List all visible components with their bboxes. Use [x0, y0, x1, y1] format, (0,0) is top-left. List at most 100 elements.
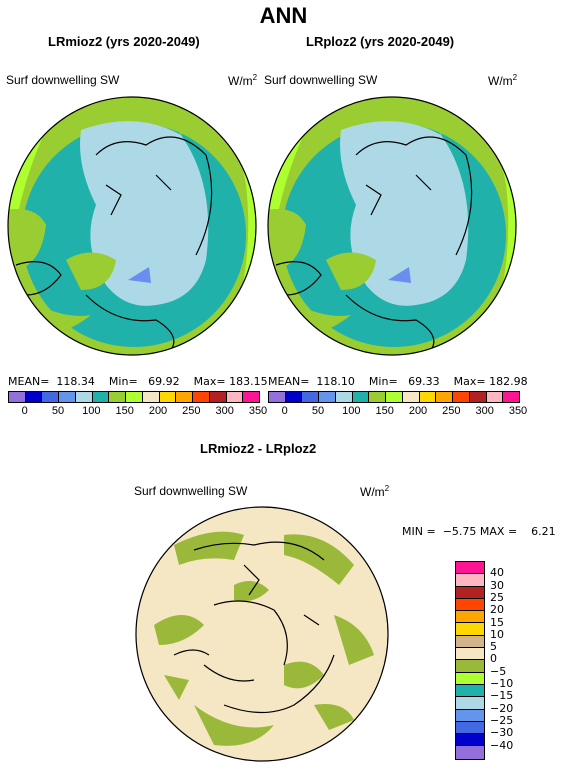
colorbar-tick-label: 0 — [281, 405, 288, 417]
colorbar-tick-label: 150 — [375, 405, 394, 417]
colorbar-swatch — [456, 672, 484, 685]
colorbar-swatch — [92, 392, 110, 402]
colorbar-swatch — [352, 392, 370, 402]
panel1-mean: 118.34 — [56, 375, 95, 388]
colorbar-swatch — [456, 635, 484, 649]
map-coastlines — [15, 136, 213, 351]
colorbar-tick-label: −10 — [490, 677, 514, 690]
main-title: ANN — [259, 3, 308, 28]
colorbar-swatch — [269, 392, 286, 402]
panel1-title: LRmioz2 (yrs 2020-2049) — [48, 34, 200, 49]
colorbar-tick-label: 350 — [248, 405, 268, 417]
colorbar-swatch — [319, 392, 336, 402]
colorbar-swatch — [436, 392, 454, 402]
colorbar-tick-label: 100 — [342, 405, 361, 417]
colorbar-tick-label: 300 — [475, 405, 494, 417]
colorbar-diff-labels: 40 30 25 20 15 10 5 0 −5 −10 −15 −20 −25 −30 −40 — [490, 561, 550, 761]
map-land-scandinavia — [8, 209, 46, 270]
panel2-min: 69.33 — [408, 375, 440, 388]
colorbar-tick-label: −30 — [490, 726, 514, 740]
colorbar-tick-label: 350 — [508, 405, 528, 417]
map-coastlines — [275, 136, 473, 351]
colorbar-swatch — [126, 392, 143, 402]
colorbar-tick-label: 50 — [51, 405, 65, 417]
panel1-variable-label: Surf downwelling SW — [6, 73, 120, 87]
colorbar-swatch — [226, 392, 244, 402]
colorbar-tick-label: −20 — [490, 701, 514, 715]
diff-stats: MIN = −5.75 MAX = 6.21 — [402, 525, 556, 538]
colorbar-swatch — [453, 392, 470, 402]
colorbar-swatch — [335, 392, 353, 402]
colorbar-tick-label: 200 — [408, 405, 428, 417]
colorbar-tick-label: −40 — [490, 738, 514, 752]
panel1-stats: MEAN= 118.34 Min= 69.92 Max= 183.15 — [8, 375, 268, 388]
colorbar-tick-label: 300 — [215, 405, 234, 417]
colorbar-tick-label: 50 — [311, 405, 325, 417]
polar-map-difference — [135, 506, 389, 762]
colorbar-swatch — [59, 392, 76, 402]
panel2-variable-label: Surf downwelling SW — [264, 73, 378, 87]
map-land-greenland — [326, 252, 376, 290]
colorbar-panel2-labels: 0 50 100 150 200 250 300 350 — [268, 405, 528, 419]
colorbar-swatch — [456, 709, 484, 722]
colorbar-panel2 — [268, 391, 520, 403]
colorbar-swatch — [419, 392, 437, 402]
colorbar-tick-label: 150 — [115, 405, 134, 417]
colorbar-swatch — [456, 574, 484, 587]
colorbar-swatch — [402, 392, 420, 402]
colorbar-tick-label: 250 — [442, 405, 461, 417]
diff-variable-label: Surf downwelling SW — [134, 484, 248, 498]
panel1-max: 183.15 — [229, 375, 268, 388]
colorbar-tick-label: 30 — [490, 578, 504, 592]
polar-map-lrploz2 — [267, 96, 517, 356]
colorbar-swatch — [209, 392, 227, 402]
colorbar-tick-label: 250 — [182, 405, 201, 417]
colorbar-swatch — [456, 721, 484, 735]
colorbar-swatch — [503, 392, 520, 402]
colorbar-swatch — [456, 660, 484, 673]
colorbar-swatch — [25, 392, 43, 402]
diff-max: 6.21 — [531, 525, 556, 538]
colorbar-diff — [455, 561, 485, 760]
colorbar-tick-label: 0 — [490, 652, 497, 666]
colorbar-tick-label: 15 — [490, 615, 504, 629]
colorbar-swatch — [285, 392, 303, 402]
panel1-min: 69.92 — [148, 375, 180, 388]
colorbar-tick-label: 10 — [490, 627, 504, 641]
map-border — [135, 506, 389, 762]
colorbar-tick-label: 200 — [148, 405, 168, 417]
colorbar-swatch — [456, 598, 484, 612]
colorbar-tick-label: 100 — [82, 405, 101, 417]
map-land-scandinavia — [268, 209, 306, 270]
map-land-greenland — [66, 252, 116, 290]
colorbar-swatch — [75, 392, 93, 402]
colorbar-tick-label: 40 — [490, 566, 504, 580]
colorbar-swatch — [176, 392, 194, 402]
colorbar-swatch — [386, 392, 403, 402]
colorbar-swatch — [159, 392, 177, 402]
panel2-max: 182.98 — [489, 375, 528, 388]
map-border — [7, 96, 257, 356]
colorbar-swatch — [109, 392, 127, 402]
panel2-stats: MEAN= 118.10 Min= 69.33 Max= 182.98 — [268, 375, 528, 388]
colorbar-swatch — [456, 697, 484, 710]
colorbar-tick-label: 20 — [490, 603, 504, 617]
colorbar-swatch — [456, 746, 484, 759]
colorbar-swatch — [42, 392, 60, 402]
colorbar-tick-label: 5 — [490, 640, 497, 654]
colorbar-swatch — [456, 623, 484, 636]
colorbar-panel1-labels: 0 50 100 150 200 250 300 350 — [8, 405, 268, 419]
colorbar-swatch — [469, 392, 487, 402]
colorbar-swatch — [9, 392, 26, 402]
colorbar-tick-label: 0 — [21, 405, 28, 417]
diff-title: LRmioz2 - LRploz2 — [200, 441, 317, 456]
colorbar-swatch — [456, 611, 484, 624]
panel2-units: W/m2 — [488, 73, 518, 88]
map-blue-patch — [128, 267, 151, 283]
panel2-mean: 118.10 — [316, 375, 355, 388]
map-land-alaska — [426, 111, 451, 135]
panel1-units: W/m2 — [228, 73, 258, 88]
colorbar-swatch — [142, 392, 160, 402]
colorbar-swatch — [302, 392, 320, 402]
colorbar-swatch — [456, 684, 484, 698]
